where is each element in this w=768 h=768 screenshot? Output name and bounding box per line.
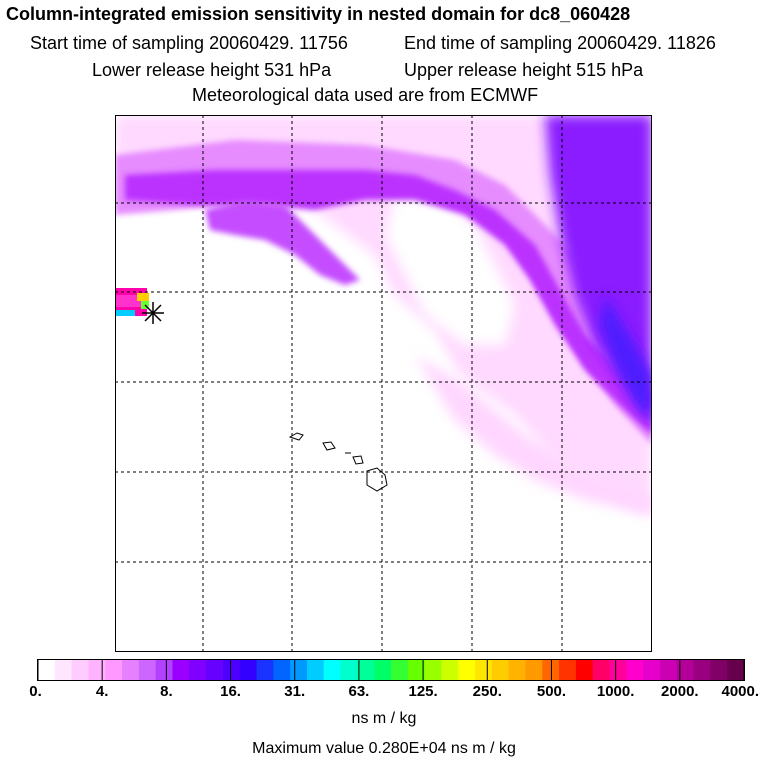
color-swatch [475, 660, 493, 680]
color-swatch [559, 660, 577, 680]
color-swatch [189, 660, 207, 680]
color-scale-outline [37, 659, 745, 681]
color-swatch [491, 660, 510, 680]
color-scale-tick-label: 1000. [596, 683, 635, 700]
color-swatch [676, 660, 695, 680]
color-swatch [88, 660, 106, 680]
color-scale-tick-label: 2000. [661, 683, 699, 700]
color-swatch [407, 660, 426, 680]
lower-release-height: Lower release height 531 hPa [92, 60, 332, 80]
color-swatch [508, 660, 526, 680]
plume-medium [115, 140, 652, 445]
units-label: ns m / kg [351, 710, 417, 727]
hawaii-islands [288, 432, 388, 492]
color-scale-tick-label: 250. [472, 683, 502, 700]
color-swatch [710, 660, 728, 680]
color-swatch [54, 660, 73, 680]
end-time: End time of sampling 20060429. 11826 [404, 33, 716, 53]
color-swatch [138, 660, 157, 680]
start-time: Start time of sampling 20060429. 11756 [30, 33, 348, 53]
color-swatch [239, 660, 258, 680]
color-swatch [727, 660, 745, 680]
release-source [115, 288, 149, 316]
color-swatch [357, 660, 375, 680]
color-swatch [424, 660, 442, 680]
color-scale-tick-label: 63. [348, 683, 370, 700]
color-swatch [391, 660, 409, 680]
color-swatch [626, 660, 644, 680]
color-swatch [306, 660, 325, 680]
color-scale-tick-label: 8. [160, 683, 173, 700]
color-swatch [525, 660, 543, 680]
color-swatch [105, 660, 123, 680]
color-scale-tick-label: 31. [284, 683, 306, 700]
maximum-value: Maximum value 0.280E+04 ns m / kg [252, 740, 516, 757]
color-scale-tick-label: 500. [536, 683, 567, 700]
color-scale-tick-label: 16. [220, 683, 241, 700]
color-swatch [374, 660, 392, 680]
color-swatch [273, 660, 291, 680]
color-swatch [693, 660, 711, 680]
sensitivity-map [115, 115, 652, 652]
release-star-marker [142, 302, 164, 324]
color-swatch [155, 660, 173, 680]
color-swatch [542, 660, 560, 680]
color-swatch [643, 660, 661, 680]
plume-dark [125, 170, 652, 435]
color-swatch [659, 660, 678, 680]
color-swatch [172, 660, 190, 680]
plume-tongue [205, 200, 360, 285]
color-swatch [458, 660, 476, 680]
color-swatch [340, 660, 358, 680]
color-swatch [256, 660, 274, 680]
color-swatch [206, 660, 224, 680]
color-swatch [609, 660, 627, 680]
upper-release-height: Upper release height 515 hPa [404, 60, 644, 80]
color-swatch [441, 660, 459, 680]
met-data-source: Meteorological data used are from ECMWF [192, 85, 539, 105]
color-scale-tick-label: 4000. [721, 683, 760, 700]
plot-title: Column-integrated emission sensitivity i… [6, 4, 631, 24]
color-scale-tick-label: 4. [95, 683, 109, 700]
color-swatch [575, 660, 594, 680]
color-scale-tick-label: 0. [29, 683, 42, 700]
color-swatch [71, 660, 89, 680]
color-scale-bar [37, 659, 745, 681]
color-swatch [323, 660, 342, 680]
plume-lower [415, 355, 652, 515]
color-swatch [592, 660, 611, 680]
color-swatch [290, 660, 308, 680]
plume-core-blue [600, 295, 652, 425]
color-swatch [122, 660, 140, 680]
color-swatch [222, 660, 241, 680]
color-swatch [38, 660, 56, 680]
color-scale-tick-label: 125. [408, 683, 438, 700]
clean-region [385, 195, 515, 345]
